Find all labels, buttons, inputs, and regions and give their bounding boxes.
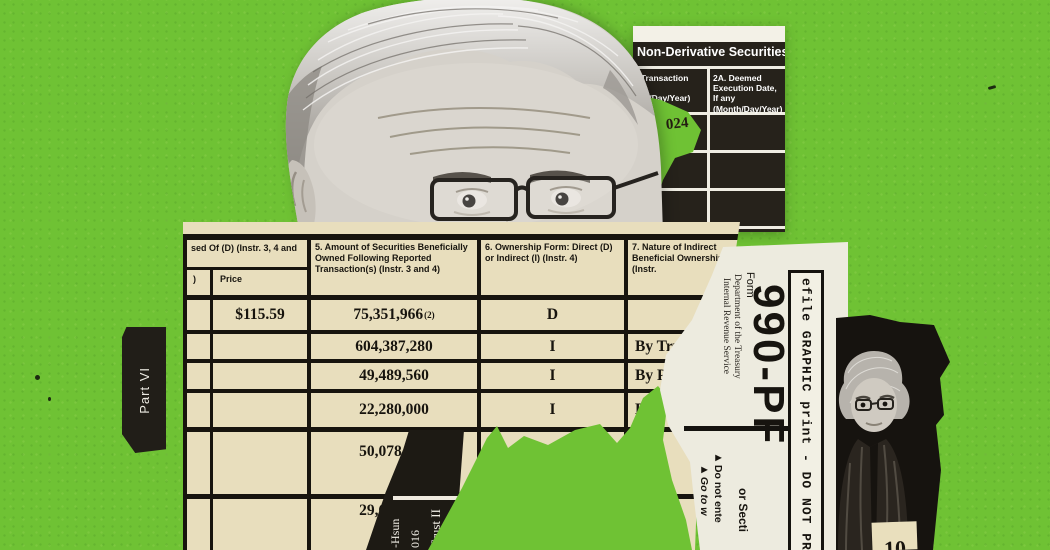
col-a-sub1: ) [193,274,196,284]
price-header: Price [220,274,243,284]
paper-edge [633,26,785,42]
or-section-text: or Secti [736,488,750,533]
form-number: 990-PF [744,284,793,447]
col5-header: 5. Amount of Securities Beneficially Own… [315,242,468,274]
portrait-photo [285,0,663,235]
irs-line: Internal Revenue Service [721,278,731,375]
form-label: Form [744,272,756,298]
scrap-number: 10 [883,535,907,550]
amount-value: 604,387,280 [355,337,433,355]
price-value: $115.59 [235,306,285,323]
trust-label-line: 016 [408,530,422,548]
amount-value: 49,489,560 [359,367,429,384]
ownership-form: I [549,367,556,384]
number-scrap: 10 [871,521,918,550]
arrow-right-icon: ▶ [714,453,723,462]
ink-speck [35,375,40,380]
ownership-form: D [546,306,559,323]
go-to-line: ▶ Go to w [698,465,710,516]
amount-value: 75,351,966 (2) [353,306,435,323]
dept-treasury-line: Department of the Treasury [732,274,742,379]
form-rule [684,426,788,431]
arrow-right-icon: ▶ [700,465,709,474]
part-vi-label: Part VI [136,366,152,414]
form-990pf-paper: efile GRAPHIC print - DO NOT PROCES Form… [660,242,848,550]
col-deemed-execution: 2A. Deemed Execution Date, If any (Month… [713,73,783,114]
part-vi-tab: Part VI [122,327,166,453]
col6-header: 6. Ownership Form: Direct (D) or Indirec… [485,242,613,263]
do-not-enter-line: ▶ Do not ente [712,453,724,523]
small-portrait-photo [838,351,910,550]
efile-banner-text: efile GRAPHIC print - DO NOT PROCES [798,278,814,550]
ink-speck [48,397,51,401]
ink-speck [987,85,997,90]
ownership-form: I [549,337,556,355]
efile-banner-box: efile GRAPHIC print - DO NOT PROCES [788,270,824,550]
amount-value: 22,280,000 [359,401,429,418]
fragment-title: Non-Derivative Securities [637,45,785,59]
col-a-header: sed Of (D) (Instr. 3, 4 and [191,243,298,253]
torn-black-scrap [836,315,950,550]
col7-header: 7. Nature of Indirect Beneficial Ownersh… [632,242,724,274]
ownership-form: I [549,401,556,418]
